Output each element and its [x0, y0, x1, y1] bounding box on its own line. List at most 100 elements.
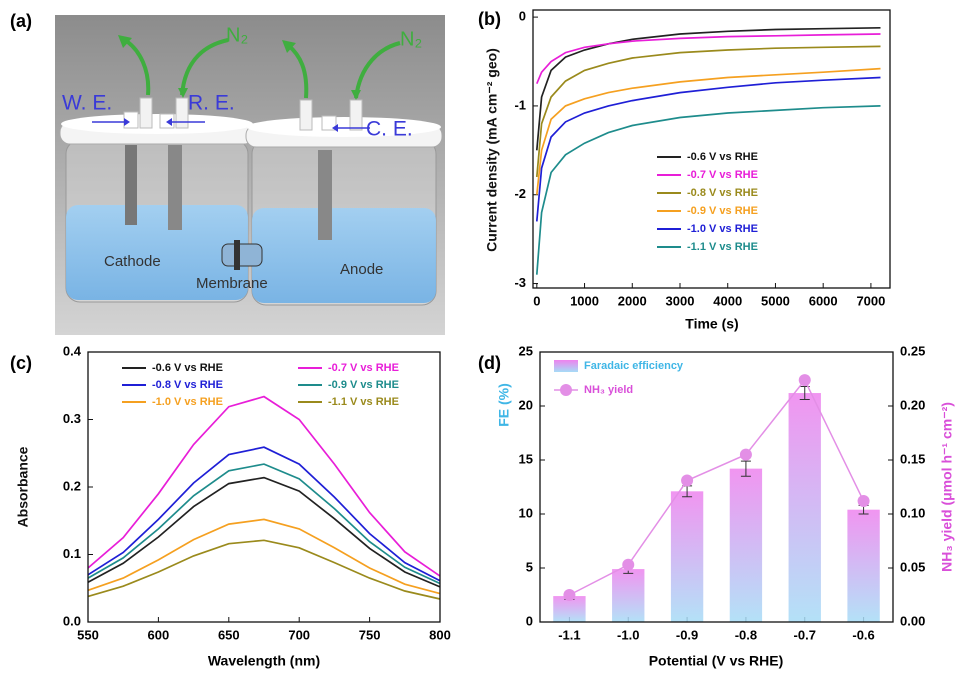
y-tick-label: 0.00 — [900, 613, 925, 628]
legend-swatch — [560, 384, 572, 396]
x-tick-label: -0.7 — [794, 627, 816, 642]
panel-a: (a) W. E. R. E. C. E. N₂ N₂ Cathode Memb… — [10, 11, 445, 335]
legend-label: -1.0 V vs RHE — [687, 223, 758, 235]
legend-label: -0.9 V vs RHE — [687, 205, 758, 217]
data-line — [535, 26, 881, 151]
legend-label: -0.7 V vs RHE — [687, 169, 758, 181]
x-tick-label: 750 — [359, 627, 381, 642]
y-tick-label: 5 — [526, 559, 533, 574]
x-tick-label: 1000 — [570, 293, 599, 308]
electrode — [125, 145, 137, 225]
x-tick-label: 5000 — [761, 293, 790, 308]
y-tick-label: 0.2 — [63, 478, 81, 493]
lid-top — [247, 117, 441, 137]
data-line — [535, 105, 881, 275]
port — [321, 115, 337, 131]
electrode — [168, 145, 182, 230]
legend-label: -0.6 V vs RHE — [687, 151, 758, 163]
bar — [788, 393, 821, 622]
y-tick-label: -3 — [514, 275, 526, 290]
membrane-tube — [221, 243, 263, 267]
legend-label: -0.9 V vs RHE — [328, 379, 399, 391]
port — [139, 97, 153, 129]
legend-swatch — [554, 360, 578, 372]
gas-arrow — [123, 38, 151, 96]
plot-frame — [87, 351, 441, 623]
x-tick-label: 7000 — [856, 293, 885, 308]
bar — [670, 491, 704, 622]
label: N₂ — [226, 24, 248, 46]
electrode — [318, 150, 332, 240]
x-tick-label: 800 — [429, 627, 451, 642]
x-tick-label: 2000 — [618, 293, 647, 308]
y-tick-label: 0.1 — [63, 546, 81, 561]
x-axis-title: Time (s) — [685, 316, 738, 332]
label: R. E. — [188, 92, 235, 115]
y-tick-label: 0.05 — [900, 559, 925, 574]
label: Anode — [340, 261, 383, 278]
x-tick-label: 600 — [148, 627, 170, 642]
port — [299, 99, 313, 131]
data-point — [622, 558, 635, 571]
x-axis-title: Wavelength (nm) — [208, 653, 320, 669]
data-line — [87, 463, 441, 585]
arrow-head — [332, 124, 338, 132]
panel-label: (a) — [10, 11, 32, 31]
legend-label: -1.1 V vs RHE — [687, 241, 758, 253]
label: N₂ — [400, 28, 422, 50]
gas-arrow — [354, 41, 401, 99]
data-line — [535, 45, 881, 178]
y-tick-label: 0.3 — [63, 411, 81, 426]
legend-label: NH₃ yield — [584, 384, 633, 396]
x-tick-label: 650 — [218, 627, 240, 642]
legend-label: Faradaic efficiency — [584, 360, 684, 372]
membrane-disc — [234, 240, 240, 270]
data-point — [681, 474, 694, 487]
x-tick-label: -0.6 — [852, 627, 874, 642]
y-tick-label: 10 — [519, 505, 533, 520]
x-tick-label: 4000 — [713, 293, 742, 308]
legend-label: -1.1 V vs RHE — [328, 396, 399, 408]
y-axis-title: FE (%) — [496, 383, 512, 427]
data-line — [536, 33, 881, 85]
data-line — [569, 378, 865, 596]
bar — [729, 468, 763, 622]
y-axis-title: Current density (mA cm⁻² geo) — [484, 48, 500, 252]
y-tick-label: 0.20 — [900, 397, 925, 412]
data-line — [87, 518, 441, 595]
y-tick-label: 0.15 — [900, 451, 925, 466]
electrolyte — [252, 208, 436, 303]
y-axis-title: Absorbance — [15, 446, 31, 527]
data-point — [563, 589, 576, 601]
x-tick-label: -0.9 — [676, 627, 698, 642]
data-point — [739, 448, 752, 461]
y-tick-label: -2 — [514, 186, 526, 201]
arrow-head — [118, 35, 132, 48]
legend-label: -0.8 V vs RHE — [152, 379, 223, 391]
y-tick-label: 0 — [519, 9, 526, 24]
panel-label: (b) — [478, 9, 501, 29]
label: C. E. — [366, 118, 413, 141]
error-bar — [740, 460, 751, 477]
y-tick-label: 0.25 — [900, 343, 925, 358]
legend-label: -0.7 V vs RHE — [328, 362, 399, 374]
gas-arrow — [180, 38, 229, 96]
port — [349, 99, 363, 131]
y-tick-label: 0 — [526, 613, 533, 628]
data-line — [87, 446, 441, 582]
panel-label: (c) — [10, 353, 32, 373]
arrow-head — [178, 88, 188, 98]
plot-frame — [539, 351, 894, 623]
y2-axis-title: NH₃ yield (μmol h⁻¹ cm⁻²) — [939, 402, 955, 572]
x-tick-label: 6000 — [809, 293, 838, 308]
data-line — [535, 67, 881, 195]
x-tick-label: 700 — [288, 627, 310, 642]
plot-frame — [532, 9, 891, 289]
data-point — [857, 495, 870, 508]
label: Membrane — [196, 275, 268, 292]
arrow-head — [124, 118, 130, 126]
arrow-head — [166, 118, 172, 126]
legend-label: -0.8 V vs RHE — [687, 187, 758, 199]
arrow-head — [282, 40, 296, 53]
